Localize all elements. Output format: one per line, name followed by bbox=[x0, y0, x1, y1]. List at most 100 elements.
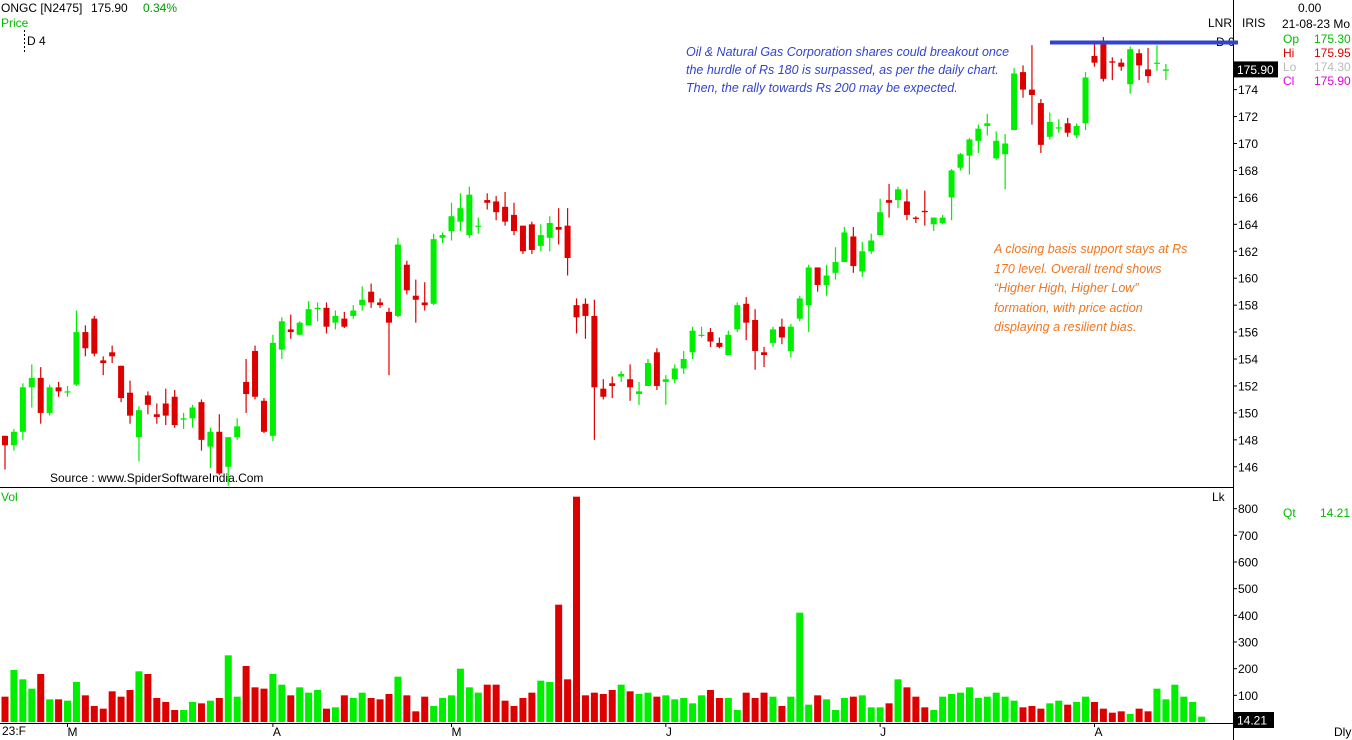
annotation-top-line: Then, the rally towards Rs 200 may be ex… bbox=[686, 81, 958, 95]
candle-body bbox=[323, 307, 330, 327]
candle bbox=[868, 233, 875, 254]
candle bbox=[144, 391, 151, 415]
candle bbox=[636, 381, 643, 405]
volume-bar bbox=[269, 674, 277, 722]
candle-body bbox=[555, 227, 562, 230]
candle bbox=[350, 305, 357, 319]
volume-bar bbox=[724, 698, 732, 722]
annotation-right-line: displaying a resilient bias. bbox=[994, 320, 1137, 334]
annotation-right-line: formation, with price action bbox=[994, 300, 1143, 315]
volume-bar bbox=[385, 694, 393, 722]
candle bbox=[493, 196, 500, 221]
candle-body bbox=[564, 225, 571, 258]
volume-bar bbox=[921, 707, 929, 722]
volume-bar bbox=[108, 691, 116, 722]
volume-bar bbox=[983, 696, 991, 722]
volume-bar bbox=[617, 684, 625, 722]
time-axis-month: J bbox=[666, 725, 672, 739]
volume-bar bbox=[992, 692, 1000, 722]
candle bbox=[528, 221, 535, 254]
iris-label[interactable]: IRIS bbox=[1242, 16, 1266, 30]
volume-bar bbox=[564, 679, 572, 722]
candle bbox=[886, 183, 893, 218]
volume-bar bbox=[831, 710, 839, 722]
candle bbox=[180, 412, 187, 430]
candle bbox=[823, 264, 830, 296]
annotation-right: A closing basis support stays at Rs 170 … bbox=[994, 240, 1187, 338]
candle bbox=[368, 283, 375, 308]
candle-body bbox=[1073, 125, 1080, 136]
candle-body bbox=[957, 154, 964, 168]
volume-bar bbox=[1144, 711, 1152, 722]
candle-body bbox=[1153, 62, 1160, 64]
candle bbox=[162, 388, 169, 426]
symbol-label[interactable]: ONGC [N2475] bbox=[1, 1, 83, 15]
candle-body bbox=[636, 391, 643, 395]
candle bbox=[948, 169, 955, 221]
candle-body bbox=[859, 251, 866, 272]
volume-bar bbox=[805, 704, 813, 722]
timeframe-label[interactable]: Dly bbox=[1334, 725, 1352, 739]
candle-body bbox=[537, 235, 544, 246]
candle-body bbox=[162, 403, 169, 416]
candle bbox=[1073, 123, 1080, 139]
candle-body bbox=[430, 239, 437, 304]
time-axis: 23:F M A M J J A bbox=[2, 723, 1102, 739]
volume-bar bbox=[465, 687, 473, 722]
price-tick-label: 156 bbox=[1238, 326, 1258, 340]
candle-body bbox=[903, 201, 910, 215]
volume-bar bbox=[1019, 707, 1027, 722]
volume-bar bbox=[626, 691, 634, 722]
candle bbox=[796, 295, 803, 322]
candle bbox=[466, 186, 473, 238]
volume-bar bbox=[1010, 700, 1018, 722]
price-tick-label: 170 bbox=[1238, 137, 1258, 151]
candle bbox=[1100, 37, 1107, 82]
candle-body bbox=[1011, 73, 1018, 131]
candle-body bbox=[394, 244, 401, 316]
volume-bar bbox=[519, 698, 527, 722]
candle-body bbox=[127, 392, 134, 416]
candle bbox=[734, 302, 741, 333]
candle-body bbox=[475, 225, 482, 227]
candle bbox=[502, 191, 509, 226]
price-tick-label: 154 bbox=[1238, 353, 1258, 367]
volume-bar bbox=[456, 668, 464, 722]
volume-bar bbox=[965, 687, 973, 722]
volume-bar bbox=[840, 698, 848, 722]
volume-bar bbox=[599, 694, 607, 722]
candle-body bbox=[421, 302, 428, 306]
candle-body bbox=[591, 315, 598, 388]
volume-label: Vol bbox=[1, 490, 18, 504]
volume-bar bbox=[224, 655, 232, 722]
volume-bar bbox=[1126, 714, 1134, 722]
candle-body bbox=[359, 299, 366, 306]
candle bbox=[55, 381, 62, 397]
volume-bar bbox=[528, 692, 536, 722]
candle-body bbox=[1037, 103, 1044, 145]
candle bbox=[993, 131, 1000, 160]
candle-body bbox=[144, 395, 151, 405]
volume-bar bbox=[135, 671, 143, 722]
candle-body bbox=[403, 264, 410, 291]
price-tick-label: 160 bbox=[1238, 272, 1258, 286]
candle-body bbox=[1002, 143, 1009, 155]
candle bbox=[805, 264, 812, 333]
volume-bar bbox=[974, 698, 982, 722]
price-tick-label: 158 bbox=[1238, 299, 1258, 313]
candle-body bbox=[377, 302, 384, 306]
open-value: 175.30 bbox=[1314, 32, 1351, 46]
volume-bar bbox=[644, 692, 652, 722]
volume-bar bbox=[939, 696, 947, 722]
candle-body bbox=[511, 214, 518, 232]
volume-tag-label: 14.21 bbox=[1237, 714, 1267, 728]
candle-body bbox=[868, 240, 875, 252]
price-tick-label: 172 bbox=[1238, 110, 1258, 124]
candle-body bbox=[2, 435, 8, 446]
price-tag-label: 175.90 bbox=[1237, 63, 1274, 77]
volume-bar bbox=[1189, 702, 1197, 722]
candle bbox=[439, 232, 446, 244]
candle bbox=[921, 190, 928, 226]
lnr-label[interactable]: LNR bbox=[1208, 16, 1233, 30]
